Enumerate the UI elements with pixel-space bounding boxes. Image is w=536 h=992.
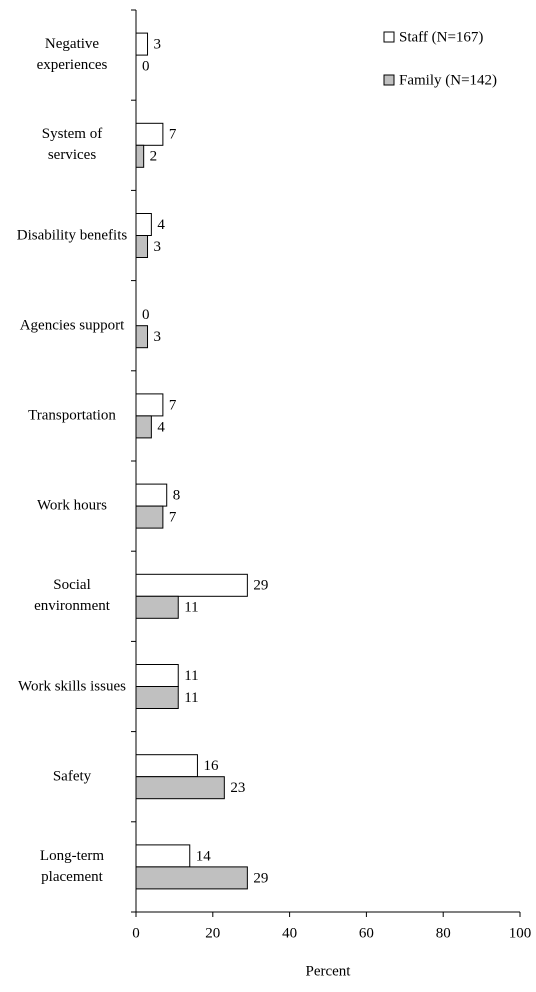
- value-label: 7: [169, 510, 177, 526]
- value-label: 16: [203, 758, 219, 774]
- bar: [135, 32, 149, 56]
- category-label: Transportation: [28, 407, 116, 424]
- legend-label: Staff (N=167): [399, 29, 483, 45]
- category-label: Safety: [52, 768, 92, 785]
- bar: [135, 122, 164, 146]
- bar: [135, 595, 179, 619]
- value-label: 3: [154, 329, 162, 345]
- value-label: 11: [184, 668, 198, 684]
- value-label: 4: [157, 217, 165, 233]
- category-label: Agencies support: [19, 317, 125, 334]
- x-tick-label: 60: [359, 925, 374, 941]
- x-tick-label: 0: [132, 925, 140, 941]
- x-tick-label: 40: [282, 925, 297, 941]
- bar: [135, 415, 152, 439]
- value-label: 3: [154, 239, 162, 255]
- bar: [135, 573, 248, 597]
- x-tick-label: 100: [509, 925, 532, 941]
- bar: [135, 844, 191, 868]
- legend-swatch: [383, 31, 395, 43]
- value-label: 0: [142, 59, 150, 75]
- value-label: 7: [169, 127, 177, 143]
- bar: [135, 686, 179, 709]
- x-axis-label: Percent: [306, 963, 352, 979]
- bar: [135, 325, 149, 349]
- legend-label: Family (N=142): [399, 72, 497, 88]
- bar: [135, 664, 179, 687]
- bar: [135, 144, 145, 168]
- category-label: Negative experiences: [36, 36, 108, 74]
- category-label: Long-term placement: [39, 847, 105, 885]
- bar: [135, 393, 164, 417]
- value-label: 0: [142, 307, 150, 323]
- bar: [135, 213, 152, 236]
- value-label: 11: [184, 600, 198, 616]
- value-label: 8: [173, 488, 181, 504]
- value-label: 23: [230, 780, 245, 796]
- value-label: 2: [150, 149, 158, 165]
- x-tick-label: 80: [436, 925, 451, 941]
- value-label: 29: [253, 870, 268, 886]
- value-label: 4: [157, 419, 165, 435]
- category-label: Work skills issues: [18, 678, 126, 694]
- value-label: 14: [196, 848, 212, 864]
- bar: [135, 866, 248, 890]
- bar: [135, 776, 225, 800]
- category-label: Disability benefits: [16, 227, 128, 243]
- value-label: 3: [154, 37, 162, 53]
- bar: [135, 235, 149, 258]
- value-label: 11: [184, 690, 198, 706]
- x-tick-label: 20: [205, 925, 220, 941]
- category-label: Work hours: [36, 497, 108, 514]
- category-label: System of services: [41, 126, 103, 164]
- legend-swatch: [383, 74, 395, 86]
- category-label: Social environment: [34, 577, 110, 615]
- bar: [135, 505, 164, 529]
- value-label: 7: [169, 397, 177, 413]
- bar: [135, 754, 198, 778]
- value-label: 29: [253, 578, 268, 594]
- bar: [135, 483, 168, 507]
